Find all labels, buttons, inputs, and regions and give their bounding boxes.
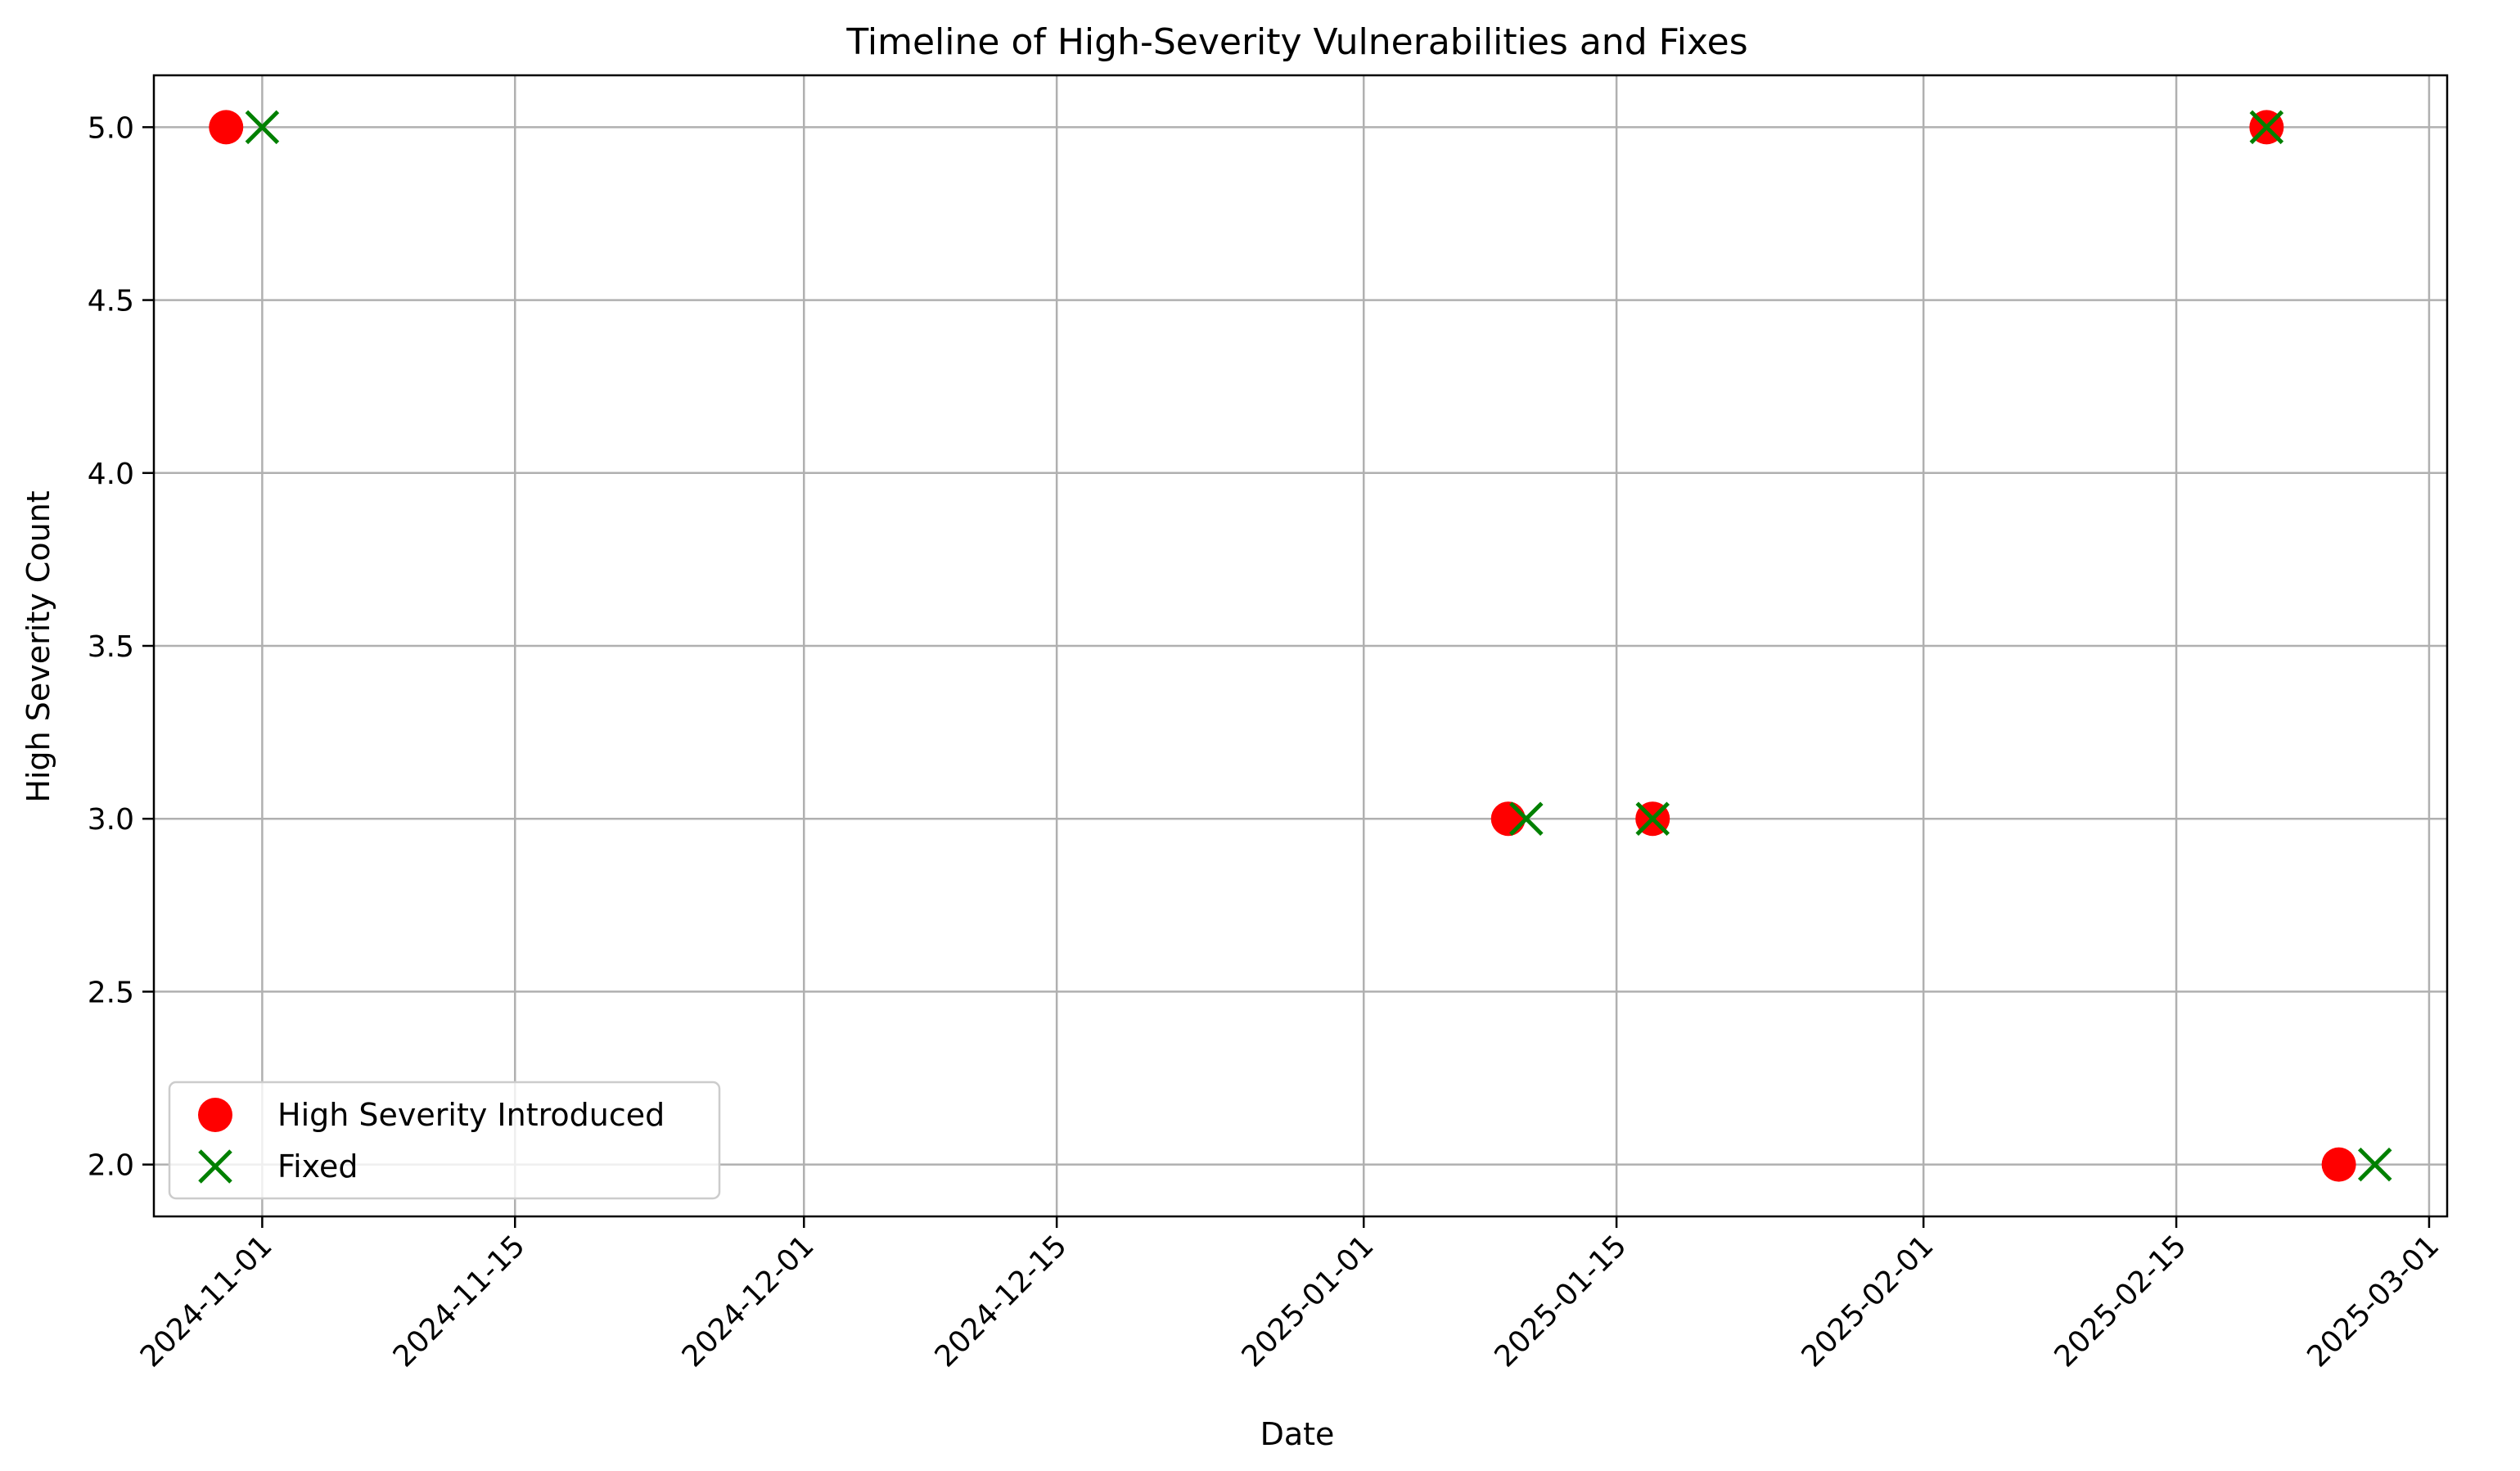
y-tick-label: 4.5: [88, 285, 134, 318]
y-tick-label: 3.0: [88, 803, 134, 837]
y-axis-ticks: 2.0 2.5 3.0 3.5 4.0 4.5 5.0: [88, 111, 154, 1183]
series-fixed: [245, 110, 2392, 1182]
y-tick-label: 2.0: [88, 1149, 134, 1183]
y-tick-label: 2.5: [88, 976, 134, 1009]
introduced-point: [1490, 801, 1526, 837]
fixed-point: [2249, 110, 2284, 145]
y-tick-label: 5.0: [88, 111, 134, 145]
legend-entry-label: High Severity Introduced: [277, 1097, 665, 1133]
introduced-point: [209, 110, 244, 145]
introduced-point: [2321, 1147, 2356, 1182]
x-axis-label: Date: [1260, 1416, 1335, 1452]
legend-marker: [198, 1098, 232, 1132]
grid-lines: [154, 75, 2447, 1216]
legend-box: [168, 1081, 721, 1200]
y-tick-label: 3.5: [88, 630, 134, 664]
fixed-point: [1635, 801, 1670, 836]
legend-entry-label: Fixed: [277, 1148, 358, 1184]
fixed-point: [245, 110, 280, 145]
y-axis-label: High Severity Count: [20, 490, 56, 802]
legend-marker: [198, 1149, 232, 1184]
chart-title: Timeline of High-Severity Vulnerabilitie…: [845, 21, 1747, 63]
legend: High Severity Introduced Fixed: [168, 1081, 721, 1200]
y-tick-label: 4.0: [88, 458, 134, 491]
fixed-point: [1509, 801, 1544, 836]
fixed-point: [2357, 1147, 2392, 1182]
data-points: [209, 110, 2392, 1182]
